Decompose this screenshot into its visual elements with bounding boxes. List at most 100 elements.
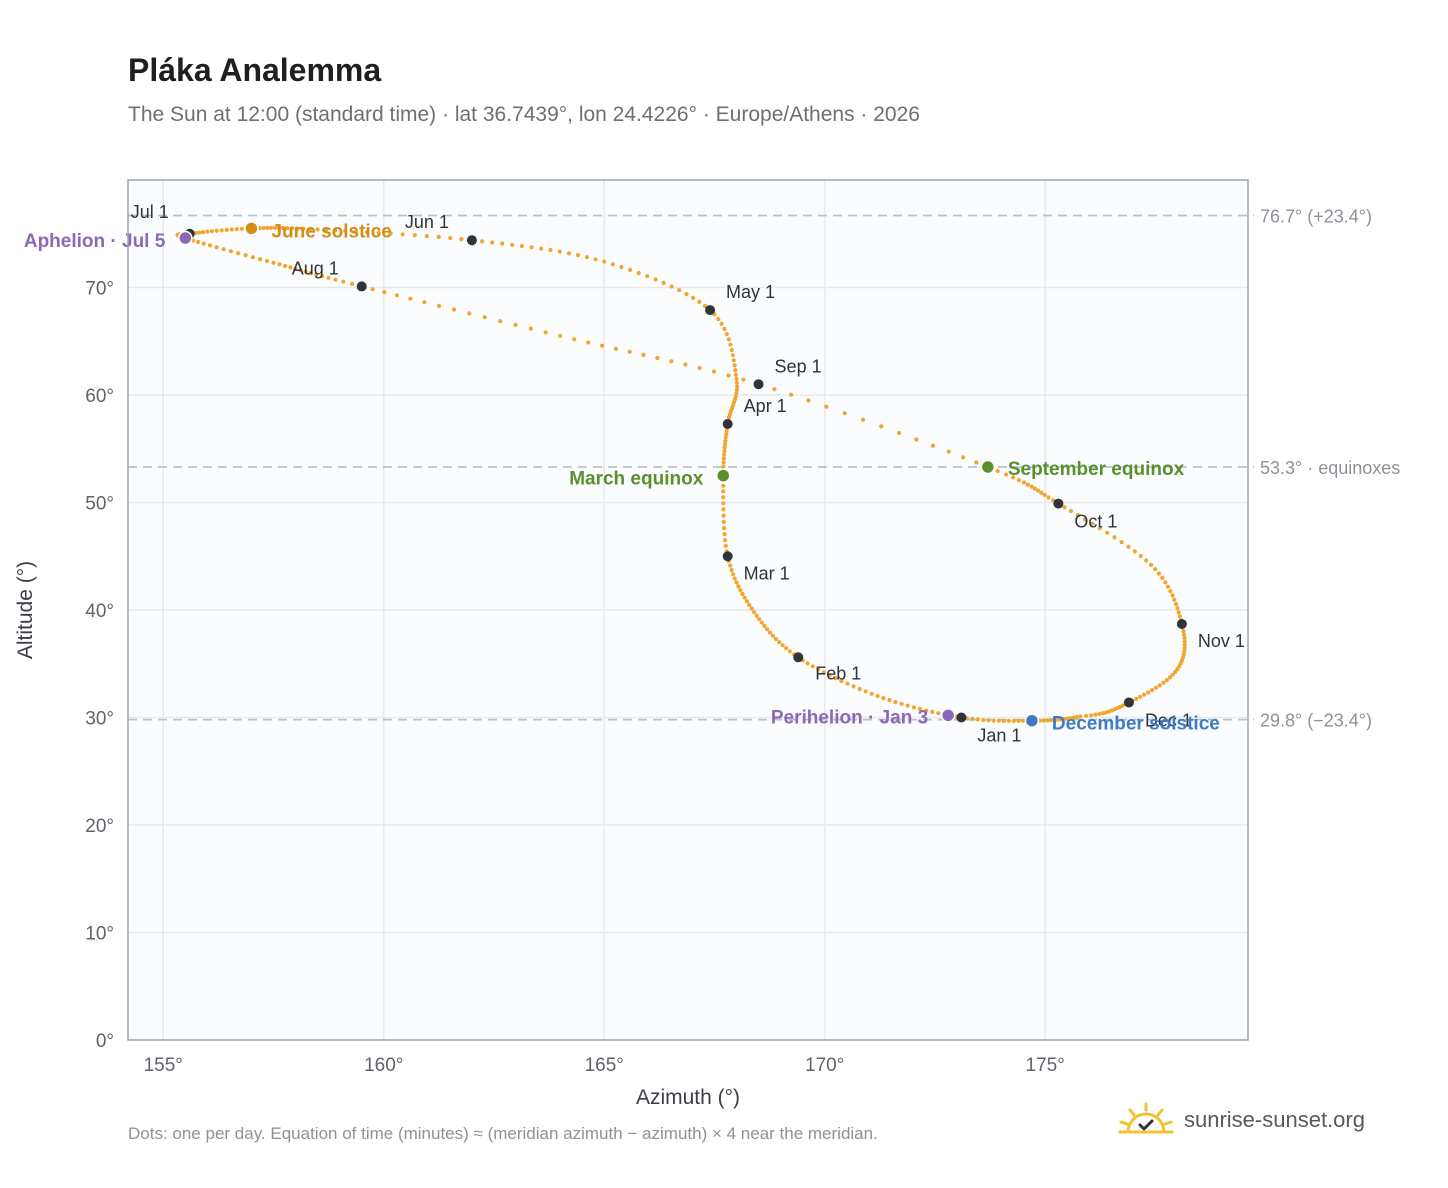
y-tick-label: 70°	[85, 279, 114, 300]
daily-dot	[1068, 716, 1073, 721]
daily-dot	[1138, 694, 1143, 699]
daily-dot	[1006, 718, 1012, 724]
daily-dot	[1153, 567, 1158, 572]
daily-dot	[257, 226, 262, 231]
daily-dot	[412, 233, 417, 238]
event-marker-dot	[980, 459, 996, 475]
page-title: Pláka Analemma	[128, 52, 382, 88]
daily-dot	[201, 241, 206, 246]
daily-dot	[315, 227, 320, 232]
month-marker-dot	[705, 305, 716, 316]
daily-dot	[721, 456, 726, 461]
daily-dot	[805, 661, 810, 666]
daily-dot	[1160, 575, 1165, 581]
daily-dot	[787, 649, 793, 654]
daily-dot	[684, 291, 689, 297]
y-tick-label: 50°	[85, 494, 114, 515]
daily-dot	[881, 696, 886, 701]
daily-dot	[1138, 553, 1143, 559]
daily-dot	[277, 262, 282, 267]
daily-dot	[730, 353, 736, 358]
daily-dot	[879, 424, 884, 429]
daily-dot	[773, 636, 779, 642]
daily-dot	[320, 274, 325, 279]
reference-line-label: 29.8° (−23.4°)	[1260, 711, 1372, 731]
daily-dot	[723, 538, 728, 543]
daily-dot	[816, 667, 821, 672]
daily-dot	[400, 232, 405, 237]
daily-dot	[543, 330, 548, 335]
daily-dot	[762, 623, 767, 629]
footnote: Dots: one per day. Equation of time (min…	[128, 1124, 878, 1143]
daily-dot	[1093, 712, 1098, 717]
month-marker-dot	[1123, 697, 1134, 708]
daily-dot	[627, 349, 632, 354]
event-marker-label: June solstice	[271, 221, 391, 242]
daily-dot	[575, 253, 581, 258]
daily-dot	[1061, 716, 1067, 722]
daily-dot	[1097, 526, 1102, 531]
daily-dot	[736, 584, 741, 589]
daily-dot	[272, 225, 277, 230]
daily-dot	[742, 595, 747, 600]
month-marker-label: Nov 1	[1198, 631, 1245, 651]
page-subtitle: The Sun at 12:00 (standard time) · lat 3…	[128, 103, 920, 126]
daily-dot	[1181, 632, 1187, 637]
daily-dot	[733, 394, 738, 399]
daily-dot	[557, 249, 562, 254]
daily-dot	[602, 259, 607, 264]
daily-dot	[467, 311, 472, 316]
event-marker-dot	[244, 221, 259, 236]
daily-dot	[824, 404, 829, 409]
daily-dot	[697, 299, 702, 304]
daily-dot	[1148, 562, 1154, 568]
month-marker-label: Mar 1	[744, 563, 790, 583]
daily-dot	[726, 337, 731, 342]
daily-dot	[914, 437, 919, 442]
daily-dot	[806, 398, 811, 403]
daily-dot	[1039, 490, 1044, 495]
daily-dot	[728, 563, 733, 568]
daily-dot	[1078, 714, 1083, 719]
daily-dot	[1011, 475, 1016, 480]
daily-dot	[528, 326, 533, 331]
daily-dot	[772, 387, 777, 392]
daily-dot	[388, 231, 393, 236]
daily-dot	[285, 226, 290, 231]
daily-dot	[333, 228, 338, 233]
daily-dot	[1058, 717, 1063, 722]
daily-dot	[721, 489, 726, 494]
daily-dot	[839, 678, 844, 684]
month-marker-dot	[793, 652, 804, 663]
y-tick-label: 20°	[85, 816, 114, 837]
daily-dot	[1156, 571, 1161, 576]
daily-dot	[341, 279, 346, 284]
daily-dot	[1112, 535, 1117, 540]
brand-logo[interactable]: sunrise-sunset.org	[1118, 1102, 1365, 1138]
reference-line-label: 53.3° · equinoxes	[1260, 458, 1400, 478]
daily-dot	[893, 700, 898, 705]
daily-dot	[498, 319, 503, 324]
daily-dot	[333, 277, 338, 282]
month-marker-label: Dec 1	[1145, 710, 1192, 730]
daily-dot	[436, 303, 442, 308]
daily-dot	[905, 703, 910, 708]
daily-dot	[731, 358, 736, 363]
daily-dot	[1119, 540, 1124, 545]
daily-dot	[738, 588, 743, 593]
daily-dot	[209, 229, 214, 234]
daily-dot	[613, 346, 619, 351]
daily-dot	[722, 326, 727, 331]
daily-dot	[1001, 718, 1007, 723]
daily-dot	[1165, 584, 1171, 589]
daily-dot	[821, 670, 826, 675]
daily-dot	[600, 343, 605, 348]
month-marker-dot	[1053, 498, 1064, 509]
x-axis-label: Azimuth (°)	[636, 1086, 740, 1109]
daily-dot	[1032, 486, 1037, 491]
daily-dot	[845, 681, 850, 686]
daily-dot	[917, 706, 923, 712]
daily-dot	[1021, 480, 1026, 485]
daily-dot	[1142, 692, 1147, 697]
